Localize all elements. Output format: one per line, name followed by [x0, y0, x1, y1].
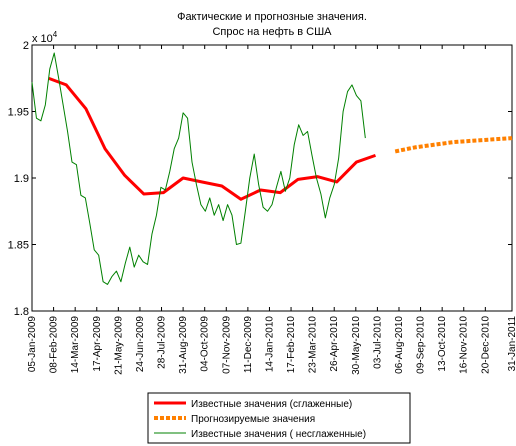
y-tick-label: 1.9 — [14, 173, 29, 185]
x-tick-label: 11-Dec-2009 — [243, 316, 254, 374]
legend-label: Известные значения ( несглаженные) — [191, 429, 366, 440]
legend-label: Прогнозируемые значения — [191, 414, 315, 425]
multiplier: x 104 — [32, 30, 58, 45]
x-tick-label: 17-Apr-2009 — [92, 316, 103, 372]
x-tick-label: 30-May-2010 — [351, 316, 362, 375]
series-line — [394, 136, 513, 154]
x-tick-label: 26-Apr-2010 — [329, 316, 340, 372]
x-tick-label: 14-Jan-2010 — [264, 316, 275, 373]
x-tick-label: 08-Feb-2009 — [49, 316, 60, 374]
plot-area — [31, 44, 513, 312]
legend-label: Известные значения (сглаженные) — [191, 399, 352, 410]
chart-title: Фактические и прогнозные значения. — [177, 11, 367, 23]
chart-title: Спрос на нефть в США — [212, 26, 332, 38]
x-tick-label: 14-Mar-2009 — [70, 316, 81, 374]
y-tick-label: 1.95 — [8, 107, 29, 119]
x-tick-label: 20-Dec-2010 — [480, 316, 491, 374]
series-line — [31, 52, 366, 285]
x-tick-label: 07-Nov-2009 — [221, 316, 232, 374]
x-tick-label: 04-Oct-2009 — [200, 316, 211, 372]
multiplier-exponent: 4 — [53, 30, 58, 39]
x-tick-label: 06-Aug-2010 — [394, 316, 405, 374]
x-tick-label: 24-Jun-2009 — [135, 316, 146, 373]
x-tick-label: 03-Jul-2010 — [372, 316, 383, 369]
y-tick-label: 1.8 — [14, 306, 29, 318]
x-tick-label: 17-Feb-2010 — [286, 316, 297, 374]
x-tick-label: 21-May-2009 — [113, 316, 124, 375]
legend — [147, 392, 411, 444]
x-tick-label: 23-Mar-2010 — [308, 316, 319, 374]
x-tick-label: 31-Aug-2009 — [178, 316, 189, 374]
x-tick-label: 13-Oct-2010 — [437, 316, 448, 372]
x-tick-label: 16-Nov-2010 — [459, 316, 470, 374]
x-tick-label: 05-Jan-2009 — [27, 316, 38, 373]
multiplier-base: x 10 — [32, 33, 53, 45]
y-tick-label: 1.85 — [8, 240, 29, 252]
x-tick-label: 09-Sep-2010 — [416, 316, 427, 374]
y-tick-label: 2 — [23, 40, 29, 52]
x-tick-label: 31-Jan-2011 — [507, 316, 516, 372]
x-tick-label: 28-Jul-2009 — [157, 316, 168, 369]
series-line — [47, 76, 376, 201]
